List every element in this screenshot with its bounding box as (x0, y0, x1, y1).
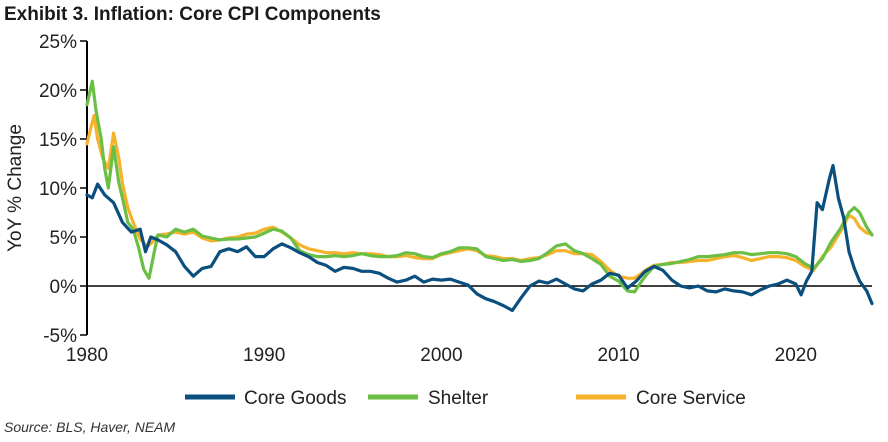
x-tick-label: 2000 (420, 345, 462, 366)
y-tick-label: -5% (43, 326, 77, 347)
y-tick-label: 15% (39, 130, 77, 151)
y-tick-label: 25% (39, 32, 77, 53)
source-note: Source: BLS, Haver, NEAM (4, 419, 176, 435)
y-tick-label: 0% (50, 277, 78, 298)
x-tick-label: 1990 (243, 345, 285, 366)
legend-label-core-goods: Core Goods (244, 388, 346, 409)
series-line-core-service (85, 113, 874, 280)
legend: Core Goods Shelter Core Service (185, 388, 746, 409)
series-line-core-goods (85, 163, 874, 313)
legend-label-core-service: Core Service (636, 388, 746, 409)
y-tick-label: 20% (39, 81, 77, 102)
y-tick-label: 10% (39, 179, 77, 200)
chart-title: Exhibit 3. Inflation: Core CPI Component… (4, 4, 381, 25)
series-line-shelter (85, 79, 874, 294)
x-tick-label: 2020 (775, 345, 817, 366)
x-tick-label: 2010 (597, 345, 639, 366)
x-tick-label: 1980 (66, 345, 108, 366)
lines-layer (85, 79, 874, 313)
y-axis-label: YoY % Change (5, 124, 26, 252)
axes-layer: -5% 0% 5% 10% 15% 20% 25% 1980 1990 2000 2010 2020 Y… (5, 32, 872, 366)
legend-label-shelter: Shelter (428, 388, 489, 409)
y-tick-label: 5% (50, 228, 78, 249)
